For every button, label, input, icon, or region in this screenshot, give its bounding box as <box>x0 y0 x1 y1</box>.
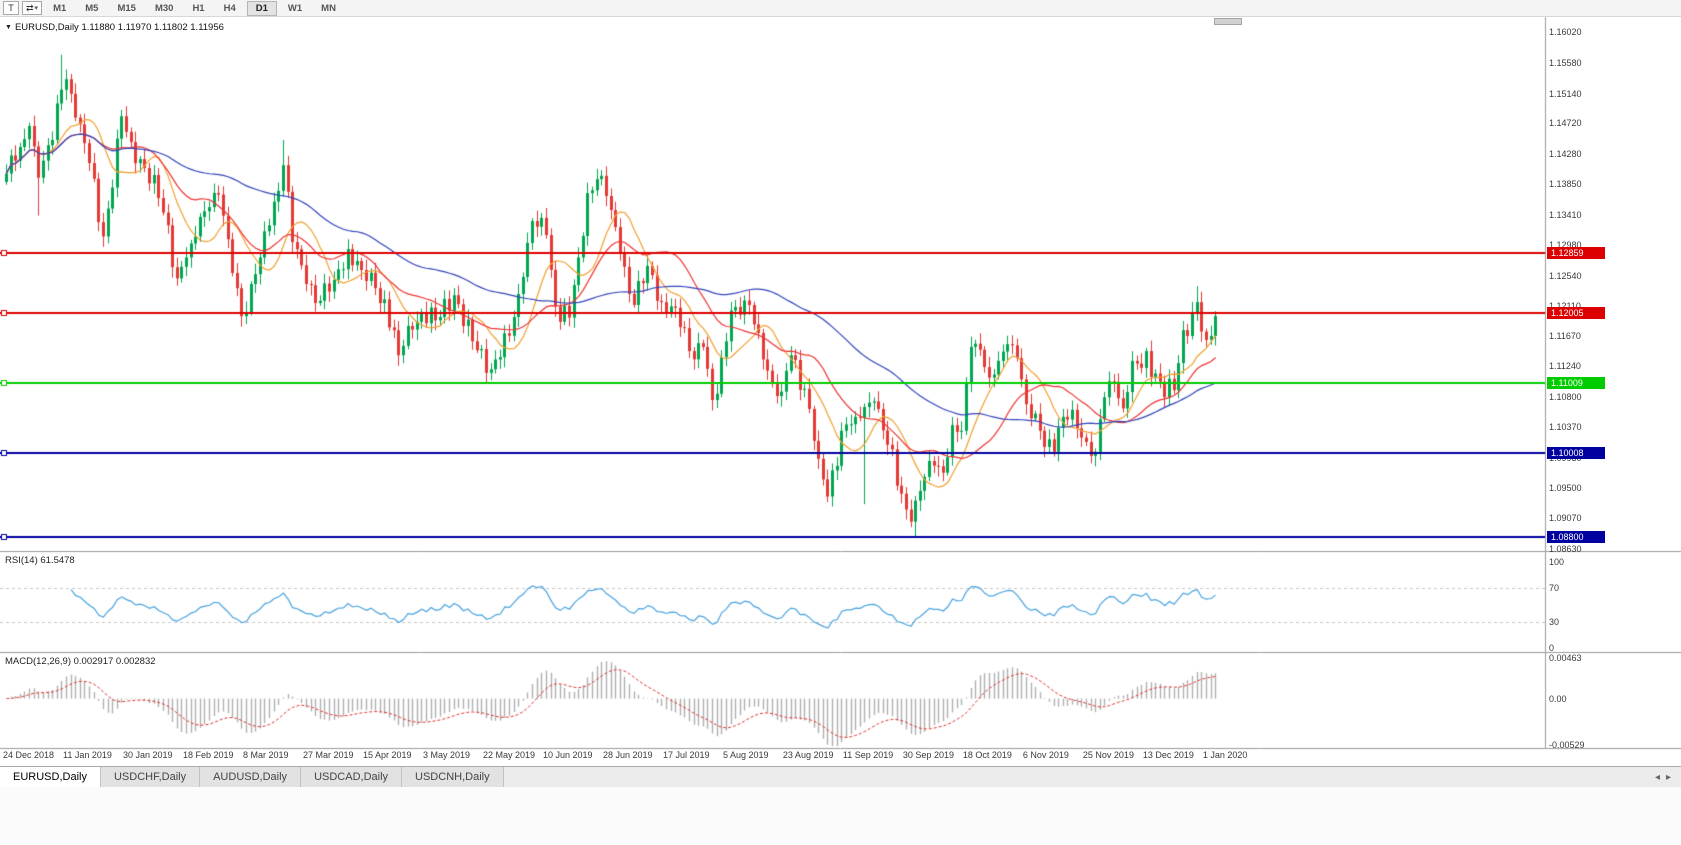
price-tick-label: 1.12110 <box>1549 300 1581 311</box>
macd-tick-label: 0.00 <box>1549 693 1567 704</box>
date-label: 23 Aug 2019 <box>782 750 834 760</box>
date-label: 8 Mar 2019 <box>242 750 289 760</box>
macd-tick-label: 0.00463 <box>1549 653 1582 663</box>
macd-label: MACD(12,26,9) 0.002917 0.002832 <box>5 656 156 667</box>
date-label: 28 Jun 2019 <box>602 750 653 760</box>
price-tick-label: 1.10370 <box>1549 422 1582 433</box>
rsi-tick-label: 30 <box>1549 617 1560 628</box>
date-label: 5 Aug 2019 <box>722 750 769 760</box>
date-label: 11 Jan 2019 <box>62 750 112 760</box>
date-label: 18 Feb 2019 <box>182 750 234 760</box>
price-tick-label: 1.15140 <box>1549 88 1582 99</box>
rsi-label: RSI(14) 61.5478 <box>5 555 75 566</box>
tf-button-w1[interactable]: W1 <box>287 2 303 14</box>
tf-button-m30[interactable]: M30 <box>154 2 174 14</box>
tab-scroll-right-icon[interactable]: ▸ <box>1665 771 1671 783</box>
price-tick-label: 1.09500 <box>1549 483 1582 494</box>
date-label: 30 Jan 2019 <box>122 750 173 760</box>
hline-price-badge: 1.12859 <box>1547 247 1605 260</box>
date-label: 30 Sep 2019 <box>902 750 954 760</box>
date-label: 1 Jan 2020 <box>1202 750 1248 760</box>
price-tick-label: 1.10800 <box>1549 392 1582 403</box>
tf-button-mn[interactable]: MN <box>321 2 336 14</box>
timeframe-dropdown-button[interactable]: ⇄ ▾ <box>22 1 43 15</box>
hline-price-badge: 1.08800 <box>1547 531 1605 544</box>
price-tick-label: 1.13410 <box>1549 209 1582 220</box>
price-tick-label: 1.14720 <box>1549 118 1582 129</box>
chart-scrollbar-thumb[interactable] <box>1214 18 1242 25</box>
date-label: 17 Jul 2019 <box>662 750 710 760</box>
hline-price-badge: 1.10008 <box>1547 446 1605 459</box>
t-tool-button[interactable]: T <box>3 1 19 15</box>
date-label: 24 Dec 2018 <box>3 750 55 760</box>
macd-tick-label: -0.00529 <box>1549 740 1585 750</box>
tab-usdcnh-daily[interactable]: USDCNH,Daily <box>402 767 504 787</box>
price-tick-label: 1.12540 <box>1549 270 1582 281</box>
tab-usdcad-daily[interactable]: USDCAD,Daily <box>301 767 403 787</box>
price-tick-label: 1.13850 <box>1549 179 1582 190</box>
rsi-tick-label: 70 <box>1549 582 1560 593</box>
tab-usdchf-daily[interactable]: USDCHF,Daily <box>100 767 201 787</box>
date-label: 22 May 2019 <box>482 750 535 760</box>
swap-arrows-icon: ⇄ <box>26 2 34 13</box>
tf-button-m5[interactable]: M5 <box>85 2 99 14</box>
price-chart-canvas[interactable] <box>0 0 1681 760</box>
chevron-down-icon: ▾ <box>34 5 39 12</box>
price-tick-label: 1.09070 <box>1549 513 1582 524</box>
chart-tabs-bar: EURUSD,Daily USDCHF,Daily AUDUSD,Daily U… <box>0 766 1681 787</box>
tab-eurusd-daily[interactable]: EURUSD,Daily <box>0 767 101 787</box>
price-tick-label: 1.08630 <box>1549 543 1582 554</box>
date-label: 6 Nov 2019 <box>1022 750 1069 760</box>
date-label: 25 Nov 2019 <box>1082 750 1134 760</box>
date-label: 3 May 2019 <box>422 750 470 760</box>
price-tick-label: 1.16020 <box>1549 27 1582 38</box>
chart-title-text: EURUSD,Daily 1.11880 1.11970 1.11802 1.1… <box>14 22 224 33</box>
date-label: 11 Sep 2019 <box>842 750 894 760</box>
chart-title: ▼ EURUSD,Daily 1.11880 1.11970 1.11802 1.… <box>5 22 224 33</box>
date-label: 13 Dec 2019 <box>1142 750 1194 760</box>
tf-button-h4[interactable]: H4 <box>223 2 236 14</box>
tf-button-m1[interactable]: M1 <box>53 2 67 14</box>
hline-price-badge: 1.11009 <box>1547 376 1605 389</box>
toolbar: T ⇄ ▾ M1 M5 M15 M30 H1 H4 D1 W1 MN <box>0 0 1681 17</box>
bottom-filler <box>0 787 1681 845</box>
price-tick-label: 1.14280 <box>1549 148 1582 159</box>
collapse-triangle-icon: ▼ <box>5 24 12 31</box>
price-tick-label: 1.11240 <box>1549 361 1581 372</box>
tab-scroll-controls: ◂ ▸ <box>1645 767 1681 787</box>
tab-scroll-left-icon[interactable]: ◂ <box>1654 771 1660 783</box>
price-tick-label: 1.12980 <box>1549 239 1582 250</box>
rsi-tick-label: 100 <box>1549 557 1565 567</box>
rsi-tick-label: 0 <box>1549 643 1555 653</box>
price-tick-label: 1.11670 <box>1549 331 1581 342</box>
tf-button-m15[interactable]: M15 <box>117 2 136 14</box>
date-label: 18 Oct 2019 <box>962 750 1012 760</box>
date-label: 15 Apr 2019 <box>362 750 412 760</box>
date-label: 10 Jun 2019 <box>542 750 593 760</box>
price-tick-label: 1.15580 <box>1549 58 1582 69</box>
hline-price-badge: 1.12005 <box>1547 307 1605 319</box>
tf-button-d1[interactable]: D1 <box>246 0 277 16</box>
tab-audusd-daily[interactable]: AUDUSD,Daily <box>200 767 302 787</box>
tf-button-h1[interactable]: H1 <box>192 2 205 14</box>
date-label: 27 Mar 2019 <box>302 750 354 760</box>
